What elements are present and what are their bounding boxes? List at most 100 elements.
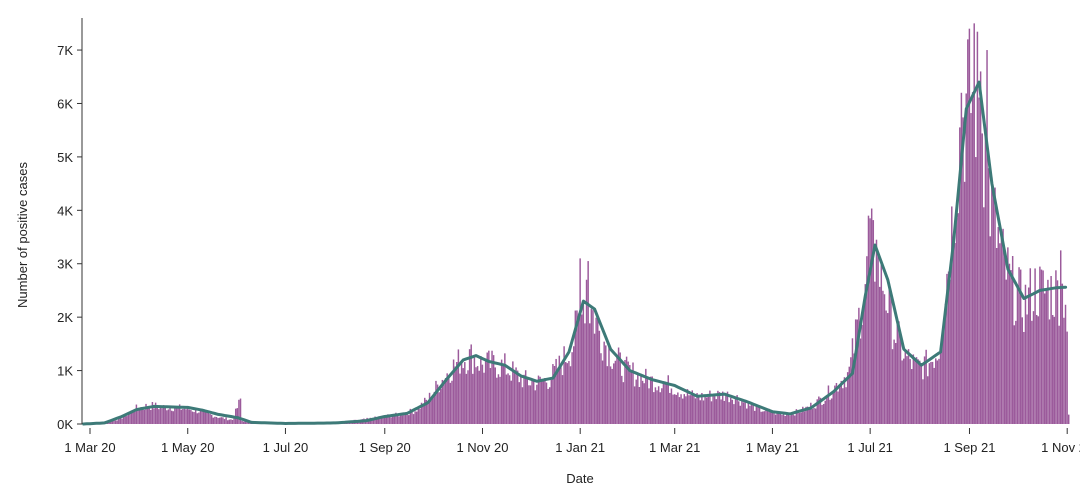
bar: [957, 213, 958, 424]
bar: [165, 406, 166, 424]
bar: [656, 390, 657, 424]
bar: [732, 400, 733, 424]
bar: [1031, 321, 1032, 424]
bar: [150, 410, 151, 424]
bar: [451, 381, 452, 424]
bar: [495, 367, 496, 424]
bar: [629, 365, 630, 424]
bar: [674, 394, 675, 424]
bar: [913, 354, 914, 424]
bar: [823, 404, 824, 424]
bar: [116, 420, 117, 424]
bar: [597, 318, 598, 424]
bar: [722, 392, 723, 424]
bar: [611, 369, 612, 424]
bar: [1046, 289, 1047, 424]
bar: [746, 409, 747, 424]
bar: [608, 344, 609, 424]
y-tick-label: 1K: [57, 364, 73, 379]
bar: [725, 396, 726, 424]
bar: [642, 381, 643, 424]
bar: [693, 394, 694, 424]
bar: [539, 377, 540, 424]
bar: [142, 409, 143, 424]
bar: [706, 397, 707, 424]
bar: [714, 396, 715, 424]
bar: [206, 412, 207, 424]
bar: [1033, 311, 1034, 424]
bar: [1047, 280, 1048, 424]
bar: [128, 414, 129, 424]
bar: [555, 359, 556, 424]
bar: [134, 412, 135, 424]
bar: [221, 417, 222, 424]
bar: [815, 408, 816, 424]
bar: [443, 384, 444, 424]
bar: [624, 360, 625, 424]
bar: [676, 395, 677, 424]
bar: [972, 92, 973, 424]
bar: [663, 384, 664, 425]
bar: [708, 397, 709, 424]
bar: [908, 349, 909, 424]
bar: [445, 378, 446, 424]
bar: [792, 415, 793, 424]
bar: [1058, 326, 1059, 424]
bar: [1050, 276, 1051, 424]
bar: [837, 392, 838, 424]
bar: [184, 409, 185, 424]
bar: [916, 357, 917, 424]
bar: [890, 291, 891, 424]
bar: [552, 364, 553, 424]
bar: [243, 422, 244, 424]
bar: [219, 418, 220, 424]
bar: [573, 346, 574, 424]
bar: [869, 218, 870, 424]
bar: [754, 411, 755, 424]
bar: [993, 195, 994, 424]
x-tick-label: 1 May 20: [161, 440, 214, 455]
bar: [557, 370, 558, 424]
bar: [924, 356, 925, 424]
bar: [499, 377, 500, 424]
bar: [490, 368, 491, 424]
bar: [980, 71, 981, 424]
bar: [639, 387, 640, 424]
bar: [1068, 415, 1069, 424]
bar: [637, 373, 638, 424]
bar: [466, 374, 467, 424]
bar: [648, 388, 649, 424]
bar: [696, 393, 697, 424]
bar: [587, 261, 588, 424]
bar: [672, 395, 673, 424]
bar: [788, 414, 789, 424]
bar: [877, 253, 878, 424]
bar: [607, 366, 608, 424]
bar: [660, 392, 661, 424]
bar: [174, 408, 175, 424]
bar: [881, 264, 882, 424]
bar: [1044, 293, 1045, 424]
bar: [917, 359, 918, 424]
bar: [406, 414, 407, 424]
bar: [631, 371, 632, 424]
bar: [804, 411, 805, 424]
bar: [852, 338, 853, 424]
bar: [704, 395, 705, 424]
bar: [860, 339, 861, 424]
bar: [592, 310, 593, 424]
bar: [953, 244, 954, 424]
bar: [523, 375, 524, 424]
bar: [821, 405, 822, 424]
bar: [1014, 325, 1015, 424]
bar: [680, 394, 681, 424]
bar: [964, 182, 965, 424]
bar: [897, 324, 898, 424]
bar: [177, 407, 178, 424]
bar: [658, 386, 659, 424]
bar: [161, 408, 162, 424]
bar: [435, 381, 436, 424]
bar: [772, 413, 773, 424]
